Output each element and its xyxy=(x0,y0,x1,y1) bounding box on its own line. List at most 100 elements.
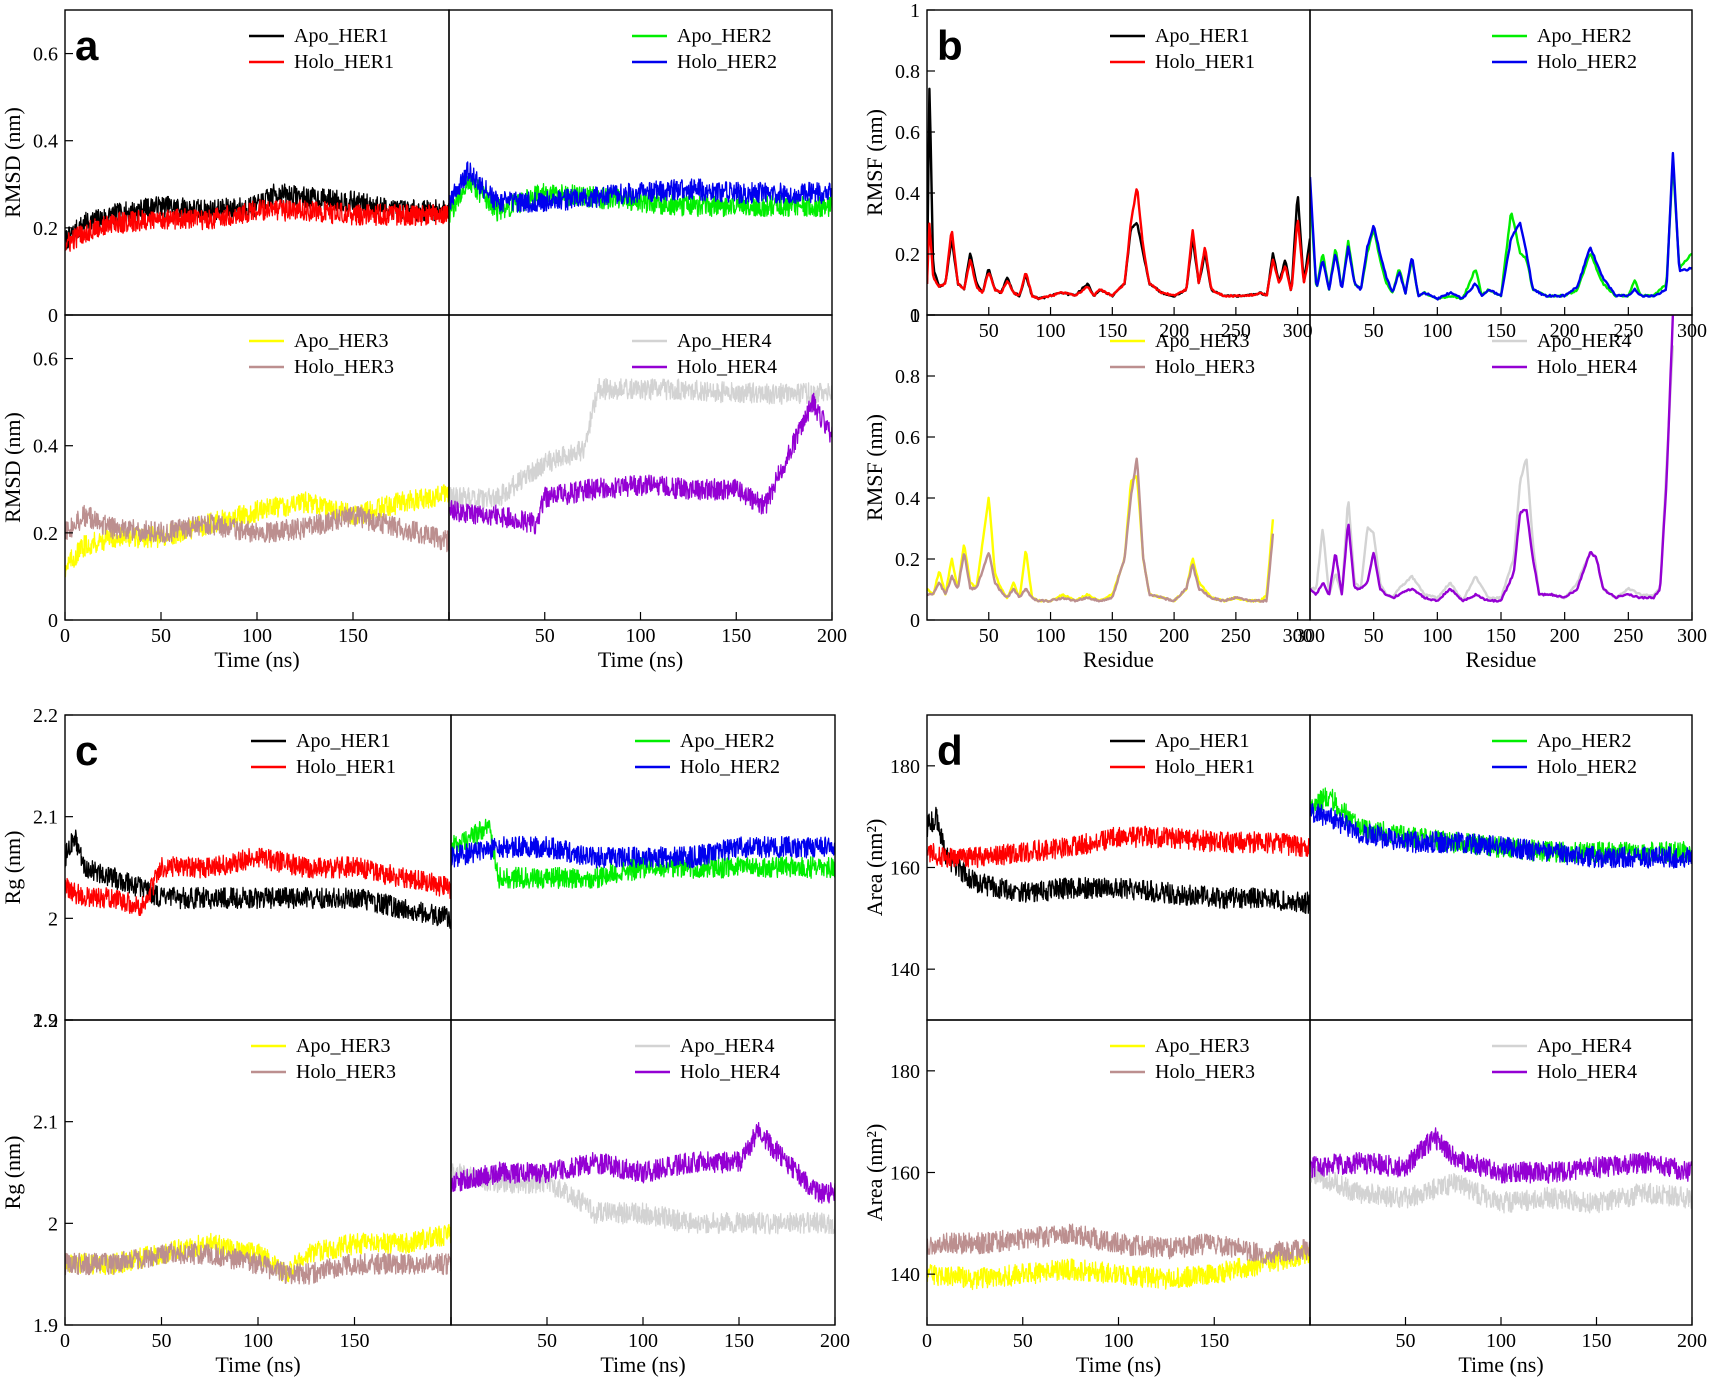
x-tick-label: 150 xyxy=(340,1330,370,1352)
x-tick-label: 100 xyxy=(1422,625,1452,647)
panel-c: 1.9 2 2.1 2.2 Rg (nm) Apo_HER1 Holo_HER1 Apo_HE… xyxy=(0,705,850,1377)
legend-label: Apo_HER1 xyxy=(1155,730,1249,752)
y-axis-label: Area (nm²) xyxy=(862,1124,887,1222)
series-holo-her4 xyxy=(1310,1127,1692,1184)
panel-letter: b xyxy=(937,22,963,69)
y-axis-label: RMSD (nm) xyxy=(0,107,25,218)
legend-label: Apo_HER3 xyxy=(1155,330,1249,352)
x-tick-label: 150 xyxy=(1486,320,1516,342)
series-holo-her4 xyxy=(451,1121,835,1204)
series-apo-her1 xyxy=(927,87,1310,301)
series-apo-her3 xyxy=(927,1244,1310,1291)
legend-label: Holo_HER4 xyxy=(1537,356,1637,378)
y-tick-label: 1.9 xyxy=(33,1010,58,1032)
legend-label: Holo_HER1 xyxy=(1155,756,1255,778)
series-holo-her2 xyxy=(1310,151,1692,301)
x-tick-label: 50 xyxy=(1364,320,1384,342)
y-tick-label: 0.6 xyxy=(33,44,58,66)
x-axis-label: Residue xyxy=(1466,647,1537,672)
x-tick-label: 200 xyxy=(1159,320,1189,342)
x-axis-label: Time (ns) xyxy=(598,647,683,672)
legend-label: Holo_HER2 xyxy=(677,51,777,73)
legend-label: Apo_HER4 xyxy=(677,330,771,352)
panel-letter: d xyxy=(937,727,963,774)
legend-label: Apo_HER1 xyxy=(294,25,388,47)
y-tick-label: 2 xyxy=(48,908,58,930)
series-holo-her1 xyxy=(927,825,1310,869)
y-tick-label: 2.1 xyxy=(33,1112,58,1134)
series-holo-her3 xyxy=(927,457,1275,603)
y-tick-label: 0.6 xyxy=(895,122,920,144)
legend-label: Apo_HER3 xyxy=(1155,1035,1249,1057)
x-tick-label: 50 xyxy=(1364,625,1384,647)
subplot-c-3: 1.9 2 2.1 2.2 Rg (nm) 0 50 100 150 Time (ns) Apo_H… xyxy=(0,1010,452,1377)
y-axis-label: Area (nm²) xyxy=(862,819,887,917)
subplot-d-2: Apo_HER2 Holo_HER2 xyxy=(1309,714,1693,1021)
subplot-b-1: 0 0.2 0.4 0.6 0.8 1 RMSF (nm) 50 100 150 200 250 300… xyxy=(862,0,1313,342)
y-axis-label: Rg (nm) xyxy=(0,1136,25,1210)
x-axis-label: Time (ns) xyxy=(600,1352,685,1377)
y-axis-label: RMSD (nm) xyxy=(0,412,25,523)
x-tick-label: 200 xyxy=(1677,1330,1707,1352)
series-holo-her3 xyxy=(65,504,449,553)
y-tick-label: 0.6 xyxy=(895,427,920,449)
y-tick-label: 0.4 xyxy=(895,183,920,205)
y-tick-label: 1 xyxy=(910,305,920,327)
y-tick-label: 2.2 xyxy=(33,1010,58,1032)
x-tick-label: 200 xyxy=(1159,625,1189,647)
x-tick-label: 100 xyxy=(1036,320,1066,342)
x-axis-label: Time (ns) xyxy=(1076,1352,1161,1377)
legend-label: Apo_HER4 xyxy=(1537,1035,1631,1057)
legend-label: Apo_HER2 xyxy=(1537,730,1631,752)
y-tick-label: 0.8 xyxy=(895,61,920,83)
subplot-d-4: 50 100 150 200 Time (ns) Apo_HER4 Holo_HER4 xyxy=(1309,1019,1707,1377)
legend-label: Holo_HER1 xyxy=(1155,51,1255,73)
y-tick-label: 180 xyxy=(890,756,920,778)
x-tick-label: 0 xyxy=(60,625,70,647)
panel-a: 0 0.2 0.4 0.6 RMSD (nm) Apo_HER1 Holo_HER1 Apo_… xyxy=(0,9,847,672)
series-apo-her2 xyxy=(451,818,835,889)
x-axis-label: Time (ns) xyxy=(214,647,299,672)
x-tick-label: 150 xyxy=(1486,625,1516,647)
y-tick-label: 2 xyxy=(48,1213,58,1235)
y-tick-label: 0.8 xyxy=(895,366,920,388)
subplot-a-3: 0 0.2 0.4 0.6 RMSD (nm) 0 50 100 150 Time (ns) Apo… xyxy=(0,314,450,672)
x-tick-label: 150 xyxy=(1199,1330,1229,1352)
series-apo-her1 xyxy=(927,806,1310,914)
y-tick-label: 0.4 xyxy=(33,436,58,458)
y-tick-label: 180 xyxy=(890,1061,920,1083)
series-holo-her4 xyxy=(449,392,832,535)
legend-label: Holo_HER3 xyxy=(294,356,394,378)
y-tick-label: 160 xyxy=(890,858,920,880)
x-tick-label: 200 xyxy=(1550,320,1580,342)
y-tick-label: 160 xyxy=(890,1163,920,1185)
subplot-c-1: 1.9 2 2.1 2.2 Rg (nm) Apo_HER1 Holo_HER1 xyxy=(0,705,452,1032)
series-holo-her3 xyxy=(65,1242,451,1285)
y-tick-label: 0.2 xyxy=(33,523,58,545)
y-axis-label: Rg (nm) xyxy=(0,831,25,905)
x-tick-label: 50 xyxy=(152,1330,172,1352)
legend-label: Holo_HER3 xyxy=(296,1061,396,1083)
x-tick-label: 50 xyxy=(1013,1330,1033,1352)
x-tick-label: 100 xyxy=(242,625,272,647)
x-tick-label: 100 xyxy=(243,1330,273,1352)
y-tick-label: 2.1 xyxy=(33,807,58,829)
legend-label: Holo_HER1 xyxy=(294,51,394,73)
legend-label: Holo_HER3 xyxy=(1155,1061,1255,1083)
y-tick-label: 1 xyxy=(910,0,920,22)
y-tick-label: 0.2 xyxy=(895,549,920,571)
legend-label: Apo_HER1 xyxy=(296,730,390,752)
x-tick-label: 200 xyxy=(820,1330,850,1352)
series-holo-her2 xyxy=(1310,802,1692,869)
x-tick-label: 50 xyxy=(1396,1330,1416,1352)
legend-label: Apo_HER3 xyxy=(294,330,388,352)
y-axis-label: RMSF (nm) xyxy=(862,109,887,216)
x-tick-label: 200 xyxy=(817,625,847,647)
series-apo-her2 xyxy=(1310,160,1692,301)
legend-label: Apo_HER3 xyxy=(296,1035,390,1057)
legend-label: Holo_HER4 xyxy=(1537,1061,1637,1083)
subplot-a-1: 0 0.2 0.4 0.6 RMSD (nm) Apo_HER1 Holo_HER1 xyxy=(0,9,450,327)
legend-label: Apo_HER4 xyxy=(680,1035,774,1057)
x-tick-label: 50 xyxy=(151,625,171,647)
